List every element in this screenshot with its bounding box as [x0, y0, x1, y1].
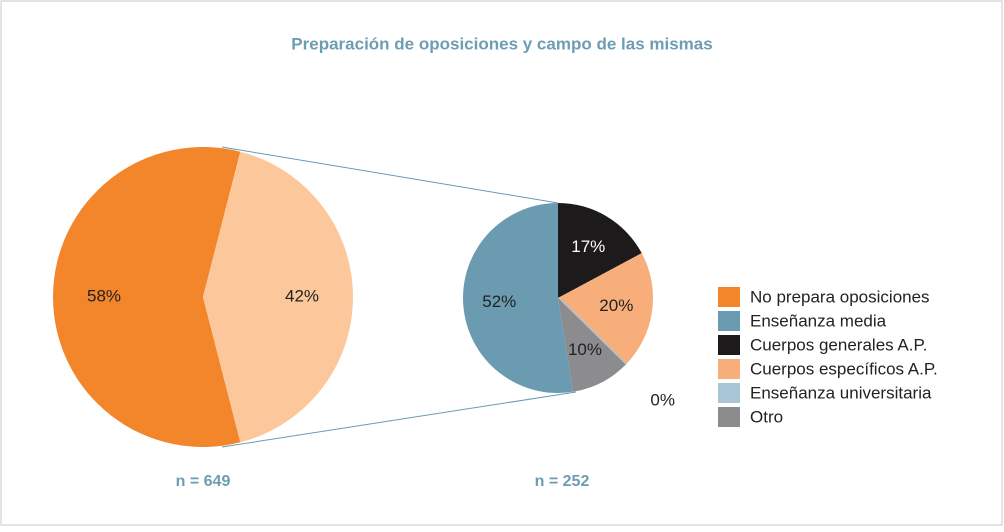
legend-label: Otro [750, 407, 783, 426]
annotation: n = 252 [535, 473, 590, 490]
legend-label: Enseñanza media [750, 311, 887, 330]
pie-slice [558, 298, 626, 392]
legend-swatch [718, 311, 740, 331]
legend-swatch [718, 359, 740, 379]
legend-swatch [718, 407, 740, 427]
pie-slice [558, 253, 654, 365]
legend-swatch [718, 383, 740, 403]
chart-title: Preparación de oposiciones y campo de la… [291, 34, 712, 53]
data-label: 42% [285, 286, 319, 305]
legend-label: Cuerpos generales A.P. [750, 335, 927, 354]
pie-slice [203, 151, 353, 443]
data-label: 52% [482, 292, 516, 311]
data-label: 58% [87, 286, 121, 305]
data-label: 0% [650, 391, 675, 410]
annotation: n = 649 [176, 473, 231, 490]
legend-label: Cuerpos específicos A.P. [750, 359, 938, 378]
legend-label: No prepara oposiciones [750, 287, 930, 306]
legend-swatch [718, 335, 740, 355]
data-label: 20% [599, 296, 633, 315]
connector [221, 146, 559, 204]
data-label: 17% [571, 237, 605, 256]
legend-label: Enseñanza universitaria [750, 383, 932, 402]
pie-slice [463, 203, 574, 393]
pie-slice [558, 203, 642, 298]
legend-swatch [718, 287, 740, 307]
data-label: 10% [568, 340, 602, 359]
pie-slice [52, 147, 241, 448]
connector [221, 391, 577, 448]
